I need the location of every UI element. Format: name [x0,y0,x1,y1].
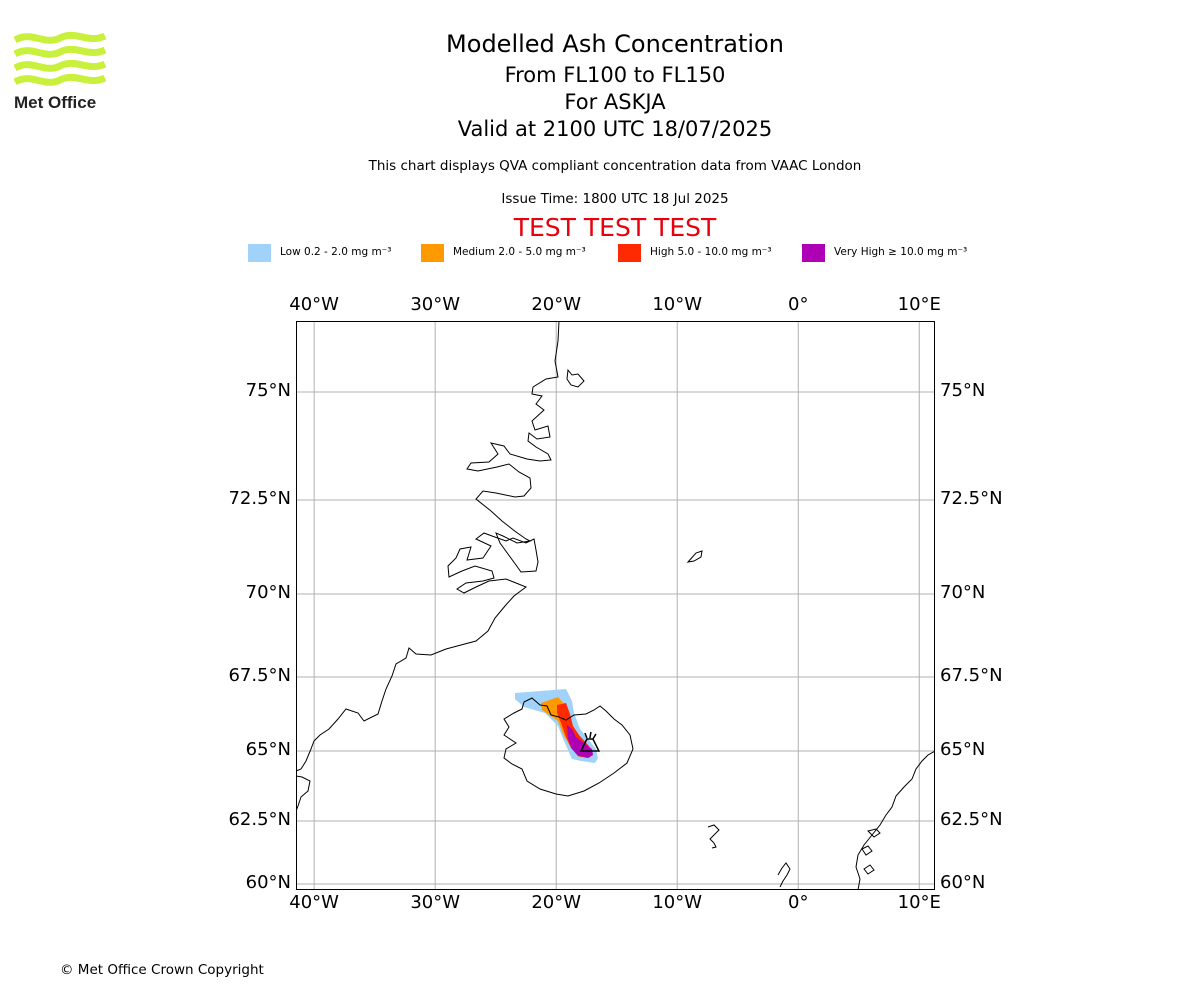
ash-low-contour [515,689,598,763]
lat-tick-label-left: 60°N [245,872,291,893]
lon-tick-label-bottom: 40°W [289,892,339,913]
lat-tick-label-left: 72.5°N [228,488,291,509]
lat-tick-label-right: 60°N [940,872,986,893]
map-frame [296,321,935,890]
lat-tick-label-left: 70°N [245,582,291,603]
copyright-notice: © Met Office Crown Copyright [60,962,264,978]
volcano-name: For ASKJA [564,90,666,114]
lat-tick-label-left: 65°N [245,739,291,760]
logo-wave [13,73,107,86]
met-office-wave-logo: Met Office [13,31,107,112]
lon-tick-label-bottom: 10°E [897,892,941,913]
greenland-east-coast [296,321,560,772]
lon-tick-label-top: 40°W [289,294,339,315]
lon-tick-label-top: 30°W [410,294,461,315]
ash-map [296,321,935,890]
legend-label-high: High 5.0 - 10.0 mg m⁻³ [650,246,772,258]
ash-very-high-contour [567,725,593,758]
legend-label-very-high: Very High ≥ 10.0 mg m⁻³ [834,246,968,258]
lat-tick-label-right: 62.5°N [940,809,1003,830]
lat-tick-label-left: 62.5°N [228,809,291,830]
flight-level-range: From FL100 to FL150 [504,63,726,87]
lon-tick-label-top: 20°W [531,294,582,315]
faroe-islands [707,824,720,849]
lat-tick-label-right: 70°N [940,582,986,603]
met-office-logo: Met Office [13,30,107,112]
ash-high-contour [557,703,592,757]
lat-tick-label-right: 65°N [940,739,986,760]
norway-coast [855,750,935,890]
shetland-islands [777,862,791,888]
ash-plume [515,689,598,763]
logo-wave [13,31,107,44]
lon-tick-label-top: 0° [788,294,809,315]
test-banner: TEST TEST TEST [513,213,717,242]
volcano-symbol [579,731,601,752]
chart-title: Modelled Ash Concentration [446,30,784,58]
iceland [503,697,634,797]
logo-text: Met Office [14,93,96,112]
legend-swatch-high [618,244,641,262]
logo-wave [13,45,107,58]
svalbard-fragment [566,368,585,388]
coastlines [296,321,935,890]
legend-swatch-low [248,244,271,262]
lon-tick-label-bottom: 20°W [531,892,582,913]
lat-tick-label-left: 67.5°N [228,665,291,686]
ash-medium-contour [541,697,592,758]
lat-tick-label-left: 75°N [245,380,291,401]
issue-time: Issue Time: 1800 UTC 18 Jul 2025 [501,191,729,207]
lat-tick-label-right: 67.5°N [940,665,1003,686]
legend-swatch-medium [421,244,444,262]
lon-tick-label-bottom: 0° [788,892,809,913]
lon-tick-label-bottom: 10°W [652,892,703,913]
valid-time: Valid at 2100 UTC 18/07/2025 [457,117,773,141]
volcano-icon [579,731,601,752]
lat-tick-label-right: 75°N [940,380,986,401]
graticule [296,321,935,890]
greenland-south-coast [296,775,311,812]
legend-label-medium: Medium 2.0 - 5.0 mg m⁻³ [453,246,586,258]
jan-mayen-island [686,550,703,563]
lon-tick-label-top: 10°E [897,294,941,315]
compliance-note: This chart displays QVA compliant concen… [368,158,862,174]
legend-swatch-very-high [802,244,825,262]
lat-tick-label-right: 72.5°N [940,488,1003,509]
legend-label-low: Low 0.2 - 2.0 mg m⁻³ [280,246,392,258]
logo-wave [13,59,107,72]
lon-tick-label-top: 10°W [652,294,703,315]
norway-fjord-islands [861,828,881,875]
lon-tick-label-bottom: 30°W [410,892,461,913]
